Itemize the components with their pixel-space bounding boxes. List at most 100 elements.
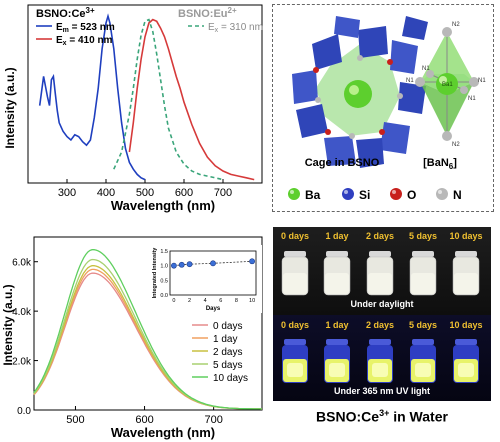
uv-label: Under 365 nm UV light [334, 386, 430, 396]
stability-legend: 0 days 1 day 2 days 5 days 10 days [192, 321, 248, 384]
inset-y-tick-label: 1.0 [160, 264, 168, 270]
atom-legend-marker [390, 188, 402, 200]
spectra-series-line [128, 18, 255, 181]
spectra-chart: 300 400 500 600 700 Intensity (a.u.) Wavelen… [3, 4, 263, 213]
atom-legend-highlight [344, 190, 348, 194]
uv-day-label: 2 days [366, 320, 394, 330]
atom-legend-label: Si [359, 188, 370, 202]
atom-legend-highlight [290, 190, 294, 194]
atom-label-n2-bottom: N2 [452, 142, 460, 148]
inset-data-point [210, 260, 216, 267]
spectra-x-axis-label: Wavelength (nm) [111, 198, 215, 213]
spectra-plot-area: 300 400 500 600 700 [27, 4, 263, 199]
atom-legend-label: O [407, 188, 416, 202]
daylight-vial-cap [369, 251, 391, 257]
eu-legend-title: BSNO:Eu2+ [178, 6, 237, 20]
inset-x-tick-label: 4 [204, 298, 207, 304]
atom-label-n2-top: N2 [452, 22, 460, 28]
inset-data-point [178, 261, 185, 268]
spectra-y-axis-label: Intensity (a.u.) [3, 67, 17, 148]
stability-x-tick-label: 700 [204, 414, 222, 426]
spectra-legend-label: Ex = 410 nm [56, 35, 113, 47]
inset-x-tick-label: 2 [188, 298, 191, 304]
stability-x-tick-label: 500 [66, 414, 84, 426]
stability-x-tick-label: 600 [135, 414, 153, 426]
atom-label-n1-back-left: N1 [422, 66, 430, 72]
uv-vial-cap [412, 339, 434, 345]
daylight-vial-powder [325, 273, 349, 294]
inset-x-tick-label: 6 [219, 298, 222, 304]
stability-frame [33, 236, 263, 411]
spectra-series-line [38, 13, 146, 181]
stability-legend-label: 2 days [213, 347, 242, 358]
stability-y-tick-label: 4.0k [12, 307, 32, 318]
stability-series-line [33, 249, 262, 410]
daylight-vial-cap [284, 251, 306, 257]
atom-legend-label: Ba [305, 188, 321, 202]
daylight-vial-powder [454, 273, 478, 294]
uv-vial-glow-core [372, 363, 388, 377]
cage-polyhedra [292, 16, 428, 168]
water-caption: BSNO:Ce3+ in Water [316, 408, 448, 425]
structure-panel [272, 4, 494, 212]
uv-day-label: 1 day [325, 320, 348, 330]
atom-label-n1-back-right: N1 [468, 96, 476, 102]
inset-x-tick-label: 0 [172, 298, 175, 304]
ban6-caption: [BaN6] [423, 157, 457, 171]
atom-legend-highlight [392, 190, 396, 194]
daylight-day-label: 5 days [409, 231, 437, 241]
uv-vial-glow-core [287, 363, 303, 377]
uv-vial-glow-core [329, 363, 345, 377]
spectra-x-tick-label: 400 [97, 187, 115, 199]
inset-data-point [171, 262, 177, 269]
spectra-legend-label: Em = 523 nm [56, 22, 115, 34]
atom-legend: Ba Si O N [288, 188, 462, 202]
atom-label-ba1: Ba1 [442, 82, 453, 88]
stability-y-axis-label: Intensity (a.u.) [1, 284, 15, 365]
uv-vial-cap [284, 339, 306, 345]
atom-legend-highlight [438, 190, 442, 194]
uv-vial-cap [455, 339, 477, 345]
stability-legend-label: 1 day [213, 334, 237, 345]
daylight-day-label: 1 day [325, 231, 348, 241]
stability-legend-label: 10 days [213, 373, 248, 384]
inset-y-tick-label: 1.5 [160, 249, 168, 255]
daylight-vial-cap [326, 251, 348, 257]
vial-photographs: Under daylight Under 365 nm UV light 0 d… [281, 231, 483, 396]
daylight-vial-powder [283, 273, 307, 294]
stability-chart: 500 600 700 0.0 2.0k 4.0k 6.0k Intensity (a.u.… [1, 236, 263, 440]
spectra-x-tick-label: 700 [214, 187, 232, 199]
atom-label-n1-left: N1 [406, 78, 414, 84]
inset-frame [169, 250, 257, 296]
uv-day-label: 0 days [281, 320, 309, 330]
daylight-label: Under daylight [350, 299, 413, 309]
uv-vial-cap [369, 339, 391, 345]
stability-legend-label: 0 days [213, 321, 242, 332]
uv-day-label: 10 days [449, 320, 482, 330]
inset-x-tick-label: 10 [249, 298, 255, 304]
daylight-vial-cap [412, 251, 434, 257]
atom-legend-label: N [453, 188, 462, 202]
daylight-day-label: 2 days [366, 231, 394, 241]
stability-plot-area: 500 600 700 0.0 2.0k 4.0k 6.0k [12, 236, 263, 426]
daylight-vial-cap [455, 251, 477, 257]
daylight-day-label: 10 days [449, 231, 482, 241]
stability-y-tick-label: 0.0 [17, 406, 31, 417]
inset-y-tick-label: 0.5 [160, 278, 168, 284]
stability-x-axis-label: Wavelength (nm) [111, 425, 215, 440]
inset-data-point [186, 261, 193, 268]
spectra-series-line [113, 18, 224, 181]
spectra-x-tick-label: 600 [175, 187, 193, 199]
structure-illustration: N2 N1 N1 N1 N1 N2 Ba1 Cage in BSNO [BaN6… [288, 16, 486, 202]
uv-vial-cap [326, 339, 348, 345]
spectra-legend-label: Ex = 310 nm [208, 22, 263, 34]
stability-y-tick-label: 6.0k [12, 258, 32, 269]
ban6-octahedron [415, 27, 479, 141]
cage-caption: Cage in BSNO [305, 157, 380, 169]
spectra-x-tick-label: 300 [58, 187, 76, 199]
inset-y-tick-label: 0.0 [160, 293, 168, 299]
inset-x-axis-label: Days [206, 306, 221, 312]
integrated-intensity-inset: 0 2 4 6 8 10 0.0 0.5 1.0 1.5 Days Integrated Intens… [146, 245, 262, 313]
inset-y-axis-label: Integrated Intensity [152, 247, 158, 299]
